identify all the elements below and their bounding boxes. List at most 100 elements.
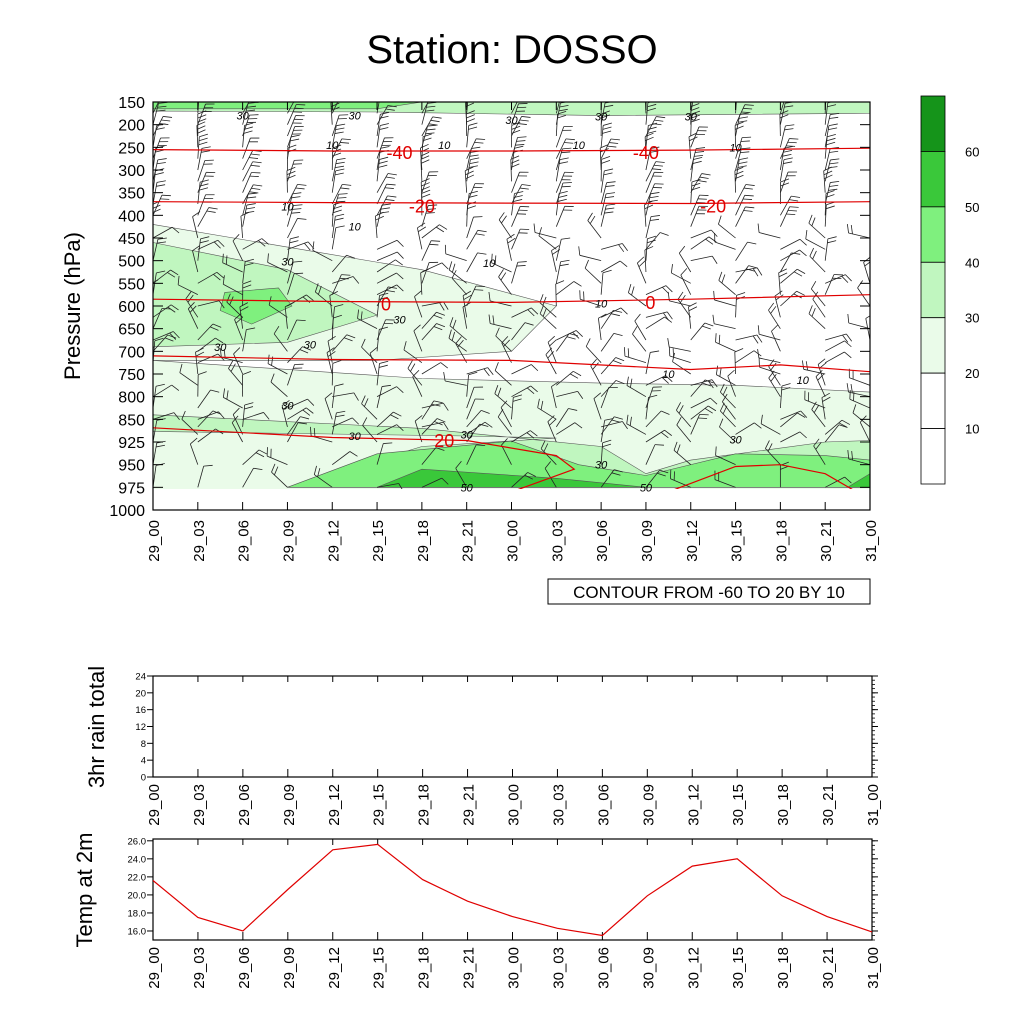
wind-barb <box>690 236 717 250</box>
wind-barb <box>331 254 356 273</box>
wind-barb <box>287 272 304 295</box>
wind-barb <box>824 274 843 295</box>
wind-barb <box>421 204 438 227</box>
humidity-contour-label: 10 <box>483 258 496 270</box>
wind-barb <box>719 402 736 428</box>
wind-barb <box>587 212 602 239</box>
humidity-contour-label: 30 <box>349 111 362 123</box>
wind-barb <box>511 261 527 284</box>
wind-barb <box>287 407 314 420</box>
wind-barb <box>778 268 788 295</box>
wind-barb <box>555 237 571 261</box>
wind-barb <box>690 173 711 193</box>
x-tick-label: 30_21 <box>820 947 837 989</box>
wind-barb <box>197 102 199 103</box>
wind-barb <box>466 252 487 273</box>
wind-barb <box>735 292 746 318</box>
wind-barb <box>670 263 691 284</box>
wind-barb <box>197 464 213 488</box>
wind-barb <box>242 102 244 103</box>
wind-barb <box>555 190 568 216</box>
wind-barb <box>825 476 852 488</box>
y-tick-label: 24 <box>135 672 146 683</box>
humidity-contour-label: 50 <box>640 482 653 494</box>
wind-barb <box>690 110 701 137</box>
wind-barb <box>376 195 397 216</box>
wind-barb <box>376 272 404 284</box>
wind-barb <box>455 336 468 363</box>
wind-barb <box>600 138 620 159</box>
wind-barb <box>197 271 225 284</box>
wind-barb <box>331 123 346 148</box>
y-tick-label: 16.0 <box>128 926 147 937</box>
pressure-axis-label: Pressure (hPa) <box>60 232 85 380</box>
wind-barb <box>824 340 852 352</box>
y-tick-label: 24.0 <box>128 854 147 865</box>
wind-barb <box>601 102 602 103</box>
wind-barb <box>555 182 572 205</box>
temp-axes: 16.0 18.0 20.0 22.0 24.0 26.0 29_00 29_03 29_06 2… <box>128 836 883 988</box>
wind-barb <box>627 283 647 307</box>
wind-barb <box>234 313 243 341</box>
wind-barb <box>495 327 512 352</box>
wind-barb <box>670 469 691 488</box>
wind-barb <box>533 223 557 239</box>
temperature-contour-2 <box>153 294 870 304</box>
x-tick-label: 29_12 <box>326 947 343 989</box>
wind-barb <box>735 206 755 227</box>
x-tick-label: 29_15 <box>371 784 388 826</box>
wind-barb <box>444 244 467 262</box>
wind-barb <box>734 348 744 375</box>
wind-barb <box>287 115 305 137</box>
wind-barb <box>824 133 836 159</box>
wind-barb <box>690 405 717 420</box>
colorbar-box <box>920 261 946 319</box>
wind-barb <box>600 269 612 295</box>
wind-barb <box>645 161 665 182</box>
wind-barb <box>688 302 698 329</box>
wind-barb <box>593 392 602 420</box>
temp-frame <box>152 838 873 941</box>
x-tick-label: 30_00 <box>506 784 523 826</box>
wind-barb <box>376 203 391 227</box>
wind-barb <box>197 300 225 309</box>
wind-barb <box>376 183 396 205</box>
wind-barb <box>869 260 870 261</box>
wind-barb <box>857 280 870 307</box>
x-tick-label: 29_09 <box>281 947 298 989</box>
wind-barb <box>192 211 201 239</box>
wind-barb <box>600 416 623 435</box>
wind-barb <box>735 241 757 261</box>
wind-barb <box>286 166 296 193</box>
wind-barb <box>242 137 260 159</box>
time-tick-label: 29_21 <box>460 520 477 562</box>
wind-barb <box>847 313 870 330</box>
wind-barb <box>626 414 647 435</box>
y-tick-label: 20 <box>135 688 146 699</box>
wind-barb <box>779 110 789 137</box>
wind-barb <box>153 116 173 137</box>
wind-barb <box>242 192 258 216</box>
wind-barb <box>376 239 404 250</box>
wind-barb <box>421 402 449 411</box>
colorbar-label: 60 <box>965 144 979 159</box>
colorbar-label: 50 <box>965 200 979 215</box>
wind-barb <box>555 408 578 428</box>
x-tick-label: 30_06 <box>595 947 612 989</box>
wind-barb <box>556 102 557 103</box>
colorbar-label: 30 <box>965 311 979 326</box>
wind-barb <box>287 422 307 443</box>
x-tick-label: 29_18 <box>416 947 433 989</box>
wind-barb <box>601 243 628 253</box>
wind-barb <box>817 358 827 386</box>
wind-barb <box>601 421 628 430</box>
wind-barb <box>735 184 755 205</box>
wind-barb <box>448 329 467 352</box>
wind-barb <box>511 206 530 227</box>
wind-barb <box>824 113 840 137</box>
humidity-contour-label: 30 <box>304 340 317 352</box>
time-tick-label: 30_03 <box>549 520 566 562</box>
wind-barb <box>376 259 403 273</box>
wind-barb <box>600 203 616 227</box>
